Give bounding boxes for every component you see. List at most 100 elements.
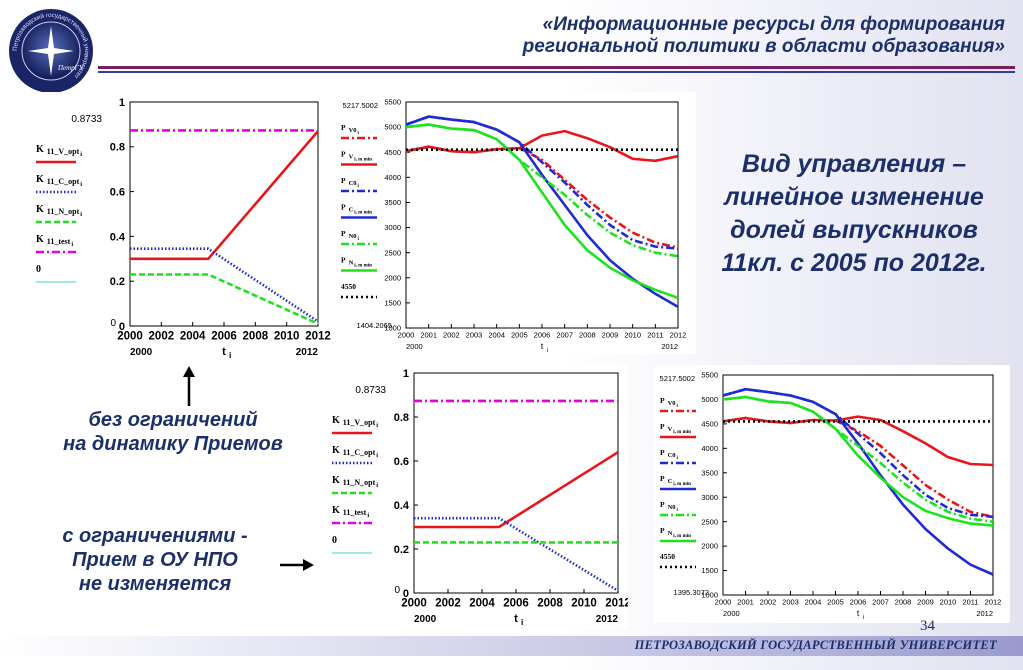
x-tick-label: 2001 <box>420 331 437 340</box>
logo-center-text: ПетрГУ <box>57 64 85 72</box>
x-tick-label: 2002 <box>760 598 777 607</box>
legend-label: K 11_testi <box>332 505 369 519</box>
chart-shares-constrained: 0 0.2 0.4 0.6 0.8 1 2000 2002 2004 2006 2008 2010 20… <box>332 368 628 627</box>
page-title: «Информационные ресурсы для формирования… <box>325 14 1005 58</box>
x-tick-label: 2004 <box>488 331 505 340</box>
header-divider <box>98 66 1015 69</box>
x-tick-label: 2002 <box>443 331 460 340</box>
legend-label-subscript: N <box>349 260 354 267</box>
control-type-description: Вид управления – линейное изменение доле… <box>699 148 1009 280</box>
legend-label-subscript: V0 <box>349 127 357 134</box>
x-tick-label: 2002 <box>149 331 175 343</box>
y-tick-label: 2000 <box>701 542 718 551</box>
x-tick-label: 2006 <box>850 598 867 607</box>
legend-label-subsubscript: i <box>80 151 82 158</box>
page-title-line2: региональной политики в области образова… <box>522 36 1005 57</box>
y-tick-label: 0.6 <box>110 186 125 198</box>
legend-label-subsubscript: i <box>80 181 82 188</box>
x-tick-label: 2011 <box>647 331 663 340</box>
y-tick-label: 0.2 <box>394 544 409 556</box>
caption-constrained-line1: с ограничениями - <box>62 525 248 547</box>
description-line4: 11кл. с 2005 по 2012г. <box>721 249 987 277</box>
x-tick-label: 2010 <box>624 331 641 340</box>
x-tick-label: 2008 <box>537 598 563 610</box>
legend-label-subsubscript: i <box>376 452 378 459</box>
legend-label-subsubscript: i, m min <box>673 482 691 487</box>
legend-label: 0 <box>332 535 337 546</box>
legend-label-subscript: 11_test <box>343 508 367 517</box>
y-tick-label: 4500 <box>384 148 401 157</box>
series-line <box>722 416 994 519</box>
legend-label: K 11_N_opti <box>36 204 82 218</box>
legend-label: P Vi, m min <box>660 422 691 435</box>
chart-shares-unconstrained: 0 0.2 0.4 0.6 0.8 1 2000 2002 2004 2006 2008 2010 20… <box>36 97 331 360</box>
caption-unconstrained-line2: на динамику Приемов <box>63 433 283 455</box>
legend-label: K 11_C_opti <box>36 174 82 188</box>
y-min-label: 0 <box>110 318 116 329</box>
x-tick-label: 2007 <box>872 598 889 607</box>
legend-label-subscript: 11_N_opt <box>47 207 80 216</box>
caption-constrained: с ограничениями - Прием в ОУ НПО не изме… <box>30 524 280 596</box>
series-line <box>722 395 994 527</box>
chart-admissions-constrained: 1000 1500 2000 2500 3000 3500 4000 4500 5000 5500… <box>660 371 1002 621</box>
x-start-label: 2000 <box>414 614 437 625</box>
y-tick-label: 0 <box>403 588 409 600</box>
page-title-line1: «Информационные ресурсы для формирования <box>542 14 1005 35</box>
legend-label: P Ni, m min <box>660 526 691 539</box>
legend-label-subsubscript: i <box>677 404 679 409</box>
caption-constrained-line3: не изменяется <box>78 573 232 595</box>
x-start-label: 2000 <box>723 609 740 618</box>
y-min-label: 0 <box>394 585 400 596</box>
legend-label-subscript: 11_C_opt <box>343 448 376 457</box>
series-line <box>722 415 994 467</box>
legend-label-subscript: C <box>349 207 354 214</box>
series-line <box>405 129 679 163</box>
description-line3: долей выпускников <box>730 216 978 244</box>
chart-panel-shares-unconstrained: 0 0.2 0.4 0.6 0.8 1 2000 2002 2004 2006 2008 2010 20… <box>18 92 348 360</box>
x-tick-label: 2000 <box>117 331 143 343</box>
legend-label-subscript: 11_N_opt <box>343 478 376 487</box>
chart-panel-shares-constrained: 0 0.2 0.4 0.6 0.8 1 2000 2002 2004 2006 2008 2010 20… <box>316 365 628 627</box>
y-tick-label: 0.8 <box>394 412 409 424</box>
chart-panel-admissions-unconstrained: 1000 1500 2000 2500 3000 3500 4000 4500 5000 5500… <box>336 92 696 354</box>
legend-label: K 11_C_opti <box>332 445 378 459</box>
legend-label-subscript: N0 <box>349 233 357 240</box>
x-tick-label: 2003 <box>466 331 483 340</box>
x-tick-label: 2009 <box>602 331 619 340</box>
x-tick-label: 2006 <box>534 331 551 340</box>
x-axis-label: t <box>514 613 518 625</box>
legend-label: P C0i <box>660 448 679 461</box>
x-tick-label: 2006 <box>211 331 237 343</box>
legend-label-subscript: 11_V_opt <box>343 418 376 427</box>
x-end-label: 2012 <box>661 342 678 351</box>
y-max-label: 5217.5002 <box>660 374 695 383</box>
legend-label-subsubscript: i, m min <box>354 264 372 269</box>
legend-label: P Vi, m min <box>341 150 372 163</box>
series-line <box>130 273 319 325</box>
y-tick-label: 1000 <box>701 591 718 600</box>
x-tick-label: 2008 <box>895 598 912 607</box>
series-line <box>130 130 319 261</box>
chart-panel-admissions-constrained: 1000 1500 2000 2500 3000 3500 4000 4500 5000 5500… <box>655 365 1010 623</box>
y-tick-label: 0.4 <box>394 500 410 512</box>
plot-frame <box>722 374 994 596</box>
legend-label: P N0i <box>660 500 679 513</box>
series-line <box>722 395 994 523</box>
y-max-label: 0.8733 <box>355 385 386 396</box>
series-line <box>722 387 994 576</box>
series-line <box>414 516 619 592</box>
y-tick-label: 3500 <box>701 468 718 477</box>
arrow-right-icon <box>280 559 314 571</box>
legend-label-subsubscript: i <box>376 482 378 489</box>
x-axis-label: t <box>541 341 544 351</box>
x-tick-label: 2010 <box>274 331 300 343</box>
legend-label-subsubscript: i, m min <box>354 211 372 216</box>
legend-label: K 11_V_opti <box>36 144 82 158</box>
legend-label-subscript: 11_V_opt <box>47 147 80 156</box>
footer-bar <box>0 636 1023 656</box>
legend-label-subsubscript: i <box>358 184 360 189</box>
x-axis-label-subscript: i <box>229 350 231 360</box>
x-start-label: 2000 <box>406 342 423 351</box>
y-max-label: 0.8733 <box>71 114 102 125</box>
caption-unconstrained: без ограничений на динамику Приемов <box>28 408 318 456</box>
